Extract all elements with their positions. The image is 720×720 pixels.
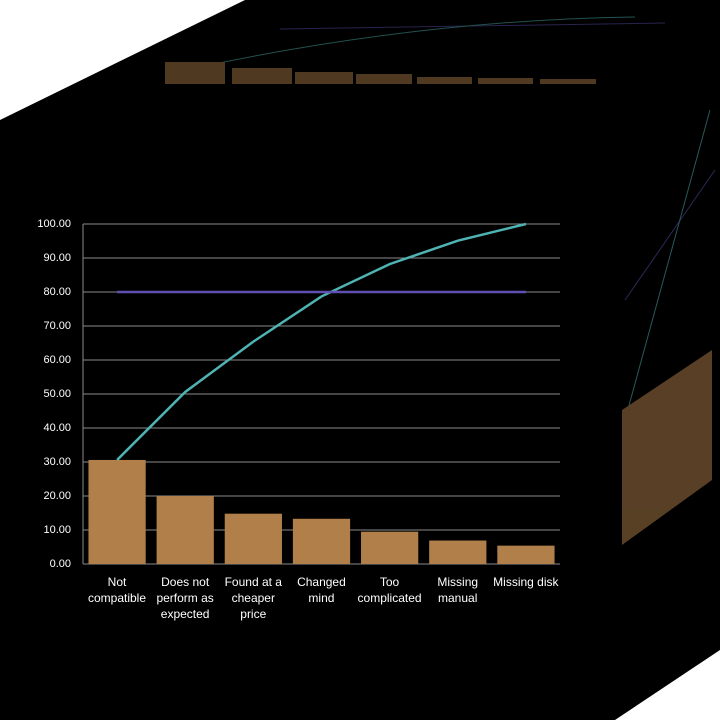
cube-top-face (165, 16, 666, 84)
x-tick-label: Does not perform as expected (156, 575, 214, 621)
background-gap (0, 0, 245, 120)
bar (292, 518, 351, 564)
y-tick-label: 0.00 (50, 558, 71, 570)
bar (88, 459, 146, 564)
x-tick-label: Missing disk (493, 575, 559, 589)
y-tick-label: 90.00 (43, 252, 71, 264)
background-gap (615, 650, 720, 720)
y-tick-label: 100.00 (37, 218, 71, 230)
cube-side-face (622, 109, 716, 545)
bar (497, 545, 555, 564)
bar (156, 496, 214, 564)
y-tick-label: 80.00 (43, 286, 71, 298)
y-tick-label: 20.00 (43, 490, 71, 502)
x-tick-label: Not compatible (87, 575, 147, 605)
line (116, 222, 527, 461)
y-tick-label: 30.00 (43, 456, 71, 468)
y-tick-label: 60.00 (43, 354, 71, 366)
bar (224, 513, 282, 564)
x-tick-label: Changed mind (297, 575, 346, 605)
y-tick-label: 40.00 (43, 422, 71, 434)
x-tick-label: Found at a cheaper price (224, 575, 282, 621)
x-tick-label: Missing manual (437, 575, 479, 605)
x-tick-label: Too complicated (357, 575, 422, 605)
bar (429, 540, 487, 564)
bar (361, 531, 419, 564)
y-tick-label: 50.00 (43, 388, 71, 400)
y-tick-label: 70.00 (43, 320, 71, 332)
y-tick-label: 10.00 (43, 524, 71, 536)
